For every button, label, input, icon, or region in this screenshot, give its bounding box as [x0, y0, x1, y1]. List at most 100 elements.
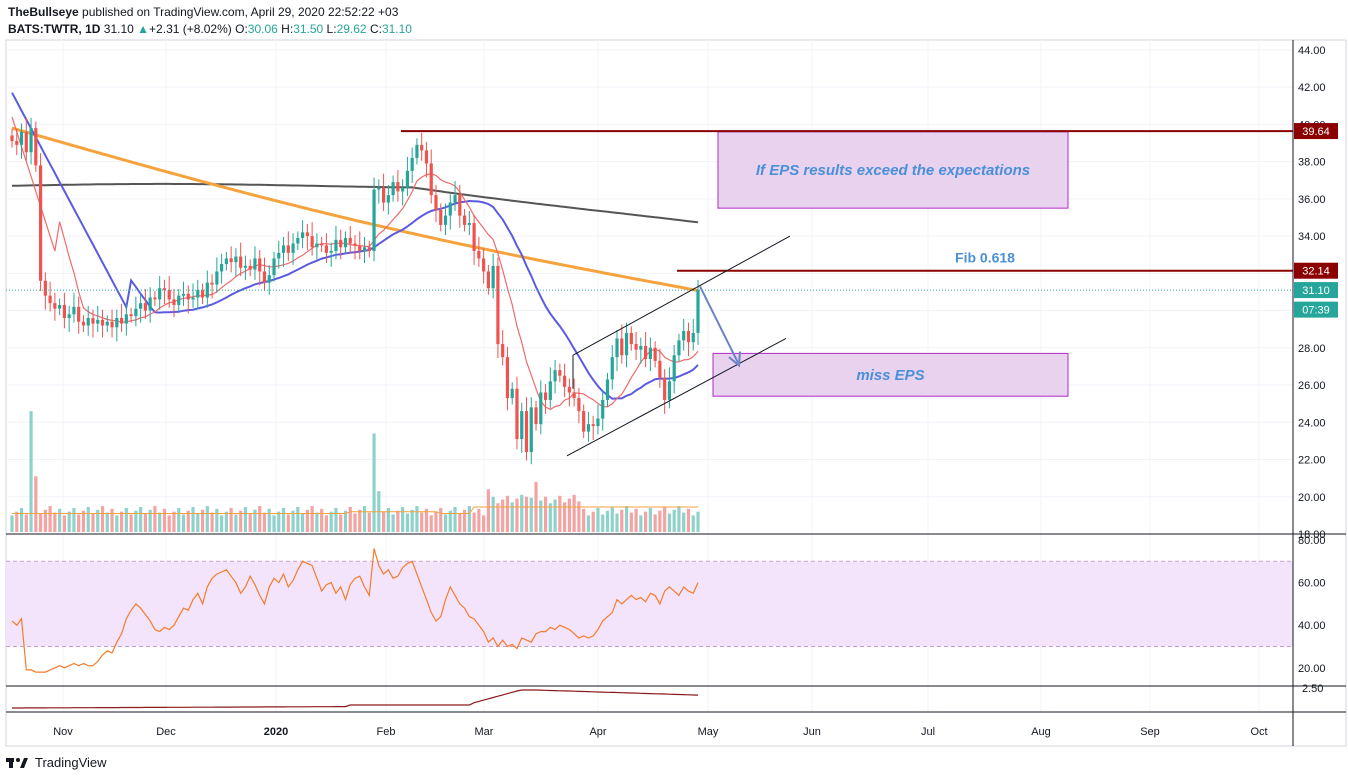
candle-down: [129, 314, 133, 317]
candle-up: [605, 379, 610, 400]
volume-bar: [300, 513, 305, 532]
volume-bar: [205, 506, 209, 532]
volume-bar: [234, 514, 238, 532]
candle-down: [686, 331, 691, 343]
rsi-panel: [11, 548, 699, 673]
volume-bar: [596, 507, 600, 532]
volume-bar: [462, 509, 467, 532]
candle-down: [534, 407, 538, 425]
candle-up: [696, 290, 700, 333]
volume-bar: [210, 512, 214, 532]
channel-lower-line: [566, 338, 787, 457]
volume-ma-line: [12, 506, 698, 514]
symbol-label[interactable]: BATS:TWTR, 1D: [8, 22, 101, 36]
candle-down: [439, 210, 443, 225]
volume-bar: [505, 495, 510, 532]
publisher-name[interactable]: TheBullseye: [8, 5, 79, 19]
candle-down: [353, 243, 357, 246]
x-tick-label: Dec: [156, 726, 176, 738]
candle-up: [158, 288, 162, 300]
volume-bar: [277, 511, 281, 532]
candle-down: [472, 223, 476, 251]
candle-down: [172, 299, 176, 305]
candle-down: [567, 386, 571, 393]
candle-up: [401, 187, 405, 192]
volume-bar: [38, 513, 43, 532]
volume-bar: [324, 515, 329, 532]
candle-down: [286, 245, 290, 253]
volume-bar: [96, 509, 100, 532]
candle-up: [410, 157, 414, 171]
volume-bar: [515, 498, 519, 532]
volume-bar: [439, 507, 443, 532]
candle-down: [396, 182, 400, 192]
volume-bar: [239, 510, 243, 532]
candle-down: [429, 163, 433, 196]
candle-up: [234, 256, 238, 263]
candle-down: [658, 360, 662, 378]
candle-down: [15, 141, 19, 145]
lower-tick-label: 2.50: [1302, 683, 1323, 695]
forecast-arrow: [699, 285, 739, 364]
volume-bar: [143, 513, 147, 532]
ma-fast-line: [11, 116, 699, 411]
candle-up: [539, 392, 543, 425]
volume-bar: [286, 514, 290, 532]
volume-bar: [510, 502, 514, 532]
rsi-line: [11, 548, 699, 673]
candle-up: [648, 347, 652, 359]
volume-bar: [586, 515, 591, 532]
volume-bar: [672, 509, 676, 532]
candle-up: [405, 170, 410, 188]
volume-bar: [624, 506, 629, 532]
candle-up: [624, 332, 629, 356]
lower-indicator-line: [12, 689, 699, 709]
candle-down: [501, 344, 505, 358]
open-label: O:: [235, 22, 248, 36]
candle-up: [315, 243, 319, 248]
volume-bar: [453, 507, 457, 532]
candle-down: [524, 411, 529, 453]
candle-down: [77, 306, 81, 322]
x-tick-label: Sep: [1140, 726, 1160, 738]
open-value: 30.06: [247, 22, 278, 36]
candle-up: [105, 321, 109, 326]
volume-bar: [429, 515, 433, 532]
rsi-tick-label: 60.00: [1298, 578, 1326, 590]
volume-bar: [81, 510, 86, 532]
candle-up: [372, 189, 376, 251]
x-tick-label: Nov: [53, 726, 73, 738]
candle-down: [462, 215, 467, 225]
candle-down: [620, 338, 624, 356]
candle-down: [53, 303, 57, 309]
volume-bar: [215, 508, 219, 532]
candle-up: [124, 314, 128, 324]
volume-bar: [158, 512, 162, 532]
volume-bar: [677, 506, 681, 532]
volume-bar: [682, 512, 686, 532]
volume-bar: [200, 509, 205, 532]
candle-down: [358, 245, 362, 251]
candle-up: [343, 237, 348, 248]
volume-bar: [34, 476, 38, 532]
volume-bar: [267, 508, 271, 532]
tradingview-logo[interactable]: TradingView: [6, 755, 107, 770]
candle-up: [253, 258, 257, 270]
candle-down: [582, 411, 586, 432]
candle-down: [10, 135, 14, 142]
candles: [10, 117, 700, 465]
volume-bar: [477, 508, 481, 532]
volume-bar: [62, 515, 67, 532]
y-tick-label: 24.00: [1298, 417, 1326, 429]
candle-up: [362, 247, 367, 251]
candle-down: [186, 293, 190, 300]
price-badge-label: 32.14: [1302, 266, 1330, 278]
candle-down: [505, 357, 510, 399]
volume-bar: [29, 411, 33, 532]
rsi-band-fill: [6, 561, 1293, 647]
candle-up: [548, 381, 552, 400]
volume-bar: [639, 515, 643, 532]
candle-up: [672, 355, 676, 382]
volume-bar: [405, 513, 410, 532]
